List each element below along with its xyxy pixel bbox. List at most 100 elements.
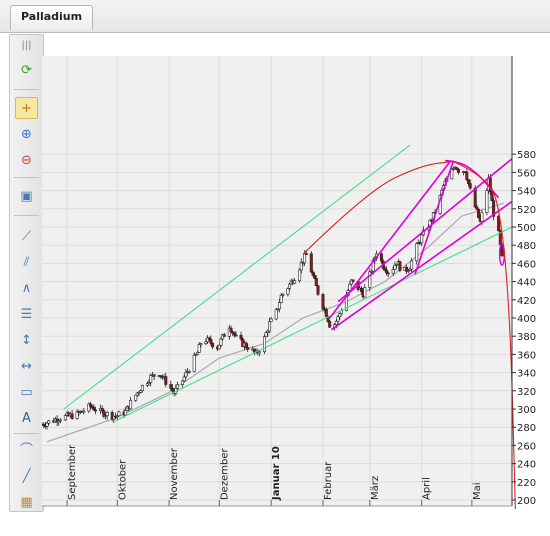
candle-down: [456, 169, 460, 173]
candle-up: [303, 253, 307, 264]
candle-up: [184, 372, 188, 378]
candle-down: [102, 410, 106, 417]
tab-palladium[interactable]: Palladium: [10, 5, 94, 30]
drawing-line[interactable]: [115, 226, 512, 422]
arc-icon[interactable]: ⌒: [19, 442, 33, 458]
plot-area: [42, 144, 512, 443]
candle-up: [395, 263, 399, 266]
drawing-line[interactable]: [302, 160, 454, 255]
candle-up: [221, 334, 225, 340]
candle-up: [199, 343, 203, 346]
x-tick-label: April: [422, 477, 433, 500]
candle-up: [176, 384, 180, 389]
x-axis: September Oktober November Dezember Januar 1…: [66, 444, 483, 506]
gridlines: [42, 56, 512, 506]
y-tick-label: 200: [517, 496, 536, 507]
candle-up: [87, 403, 91, 412]
y-axis: 200 220 240 260 280 300 320 340 360 380 400 420 440 4…: [512, 150, 536, 507]
candle-up: [137, 392, 141, 394]
candle-up: [194, 354, 198, 356]
x-tick-label: November: [169, 447, 180, 500]
candle-up: [135, 392, 139, 396]
y-tick-label: 320: [517, 387, 536, 398]
candle-down: [351, 279, 355, 282]
candle-down: [239, 334, 243, 340]
y-tick-label: 260: [517, 441, 536, 452]
screenshot-icon[interactable]: ▣: [20, 188, 33, 204]
angle-icon[interactable]: ∧: [21, 280, 32, 296]
candle-up: [140, 384, 144, 391]
x-tick-label: März: [370, 476, 381, 500]
candle-down: [476, 208, 480, 218]
candle-down: [110, 411, 114, 420]
candle-up: [112, 415, 116, 420]
drawing-line[interactable]: [329, 160, 451, 319]
candle-up: [63, 415, 67, 421]
candle-up: [334, 320, 338, 325]
candle-up: [262, 336, 266, 353]
candle-up: [363, 287, 367, 298]
candle-up: [149, 375, 153, 383]
vertical-line-icon[interactable]: ↕: [21, 332, 32, 348]
candle-down: [490, 191, 494, 201]
candle-up: [204, 341, 208, 344]
candle-up: [336, 316, 340, 322]
candle-down: [311, 271, 315, 276]
candle-up: [45, 422, 49, 427]
candle-up: [266, 330, 270, 334]
candle-down: [488, 177, 492, 192]
channel-icon[interactable]: ⫽: [23, 254, 30, 270]
zoom-in-icon[interactable]: ⊕: [21, 126, 32, 142]
candle-down: [492, 200, 496, 217]
candle-down: [234, 334, 238, 337]
rectangle-icon[interactable]: ▭: [20, 384, 33, 400]
fibonacci-icon[interactable]: ☰: [20, 306, 33, 322]
candle-up: [219, 338, 223, 346]
x-tick-label: Oktober: [117, 459, 128, 500]
drawing-line[interactable]: [337, 158, 512, 303]
candle-up: [480, 212, 484, 222]
candle-up: [145, 383, 149, 386]
refresh-icon[interactable]: ⟳: [21, 62, 32, 78]
y-tick-label: 540: [517, 187, 536, 198]
candle-down: [152, 374, 156, 377]
candle-up: [206, 337, 210, 343]
line-icon[interactable]: ╱: [22, 468, 31, 484]
candle-up: [197, 344, 201, 353]
y-tick-label: 440: [517, 278, 536, 289]
horizontal-line-icon[interactable]: ↔: [21, 358, 32, 374]
candle-up: [391, 269, 395, 274]
drawing-line[interactable]: [330, 200, 512, 331]
trendline-icon[interactable]: ⟋: [21, 228, 32, 244]
candle-up: [82, 410, 86, 413]
drawing-line[interactable]: [414, 160, 455, 275]
candle-up: [293, 280, 297, 284]
candle-up: [485, 190, 489, 213]
x-tick-label: Februar: [323, 461, 334, 500]
candle-down: [70, 413, 74, 419]
candle-down: [246, 347, 250, 350]
candle-down: [383, 267, 387, 271]
drawing-line[interactable]: [63, 144, 411, 410]
y-tick-label: 380: [517, 332, 536, 343]
y-tick-label: 520: [517, 205, 536, 216]
toolbar-separator: [14, 215, 39, 216]
candle-down: [385, 269, 389, 274]
candle-up: [181, 380, 185, 385]
grid-icon[interactable]: ▦: [20, 494, 33, 510]
candle-up: [286, 288, 290, 295]
crosshair-icon[interactable]: +: [15, 97, 38, 119]
candle-up: [281, 293, 285, 296]
candle-up: [406, 270, 410, 272]
candle-down: [497, 216, 501, 232]
x-tick-label: Dezember: [219, 448, 230, 500]
drawing-line[interactable]: [453, 160, 516, 510]
text-icon[interactable]: A: [22, 410, 31, 426]
candle-down: [314, 277, 318, 286]
candle-up: [147, 382, 151, 384]
candle-down: [313, 274, 317, 279]
candle-up: [276, 308, 280, 311]
zoom-out-icon[interactable]: ⊖: [21, 152, 32, 168]
candle-up: [187, 370, 191, 373]
